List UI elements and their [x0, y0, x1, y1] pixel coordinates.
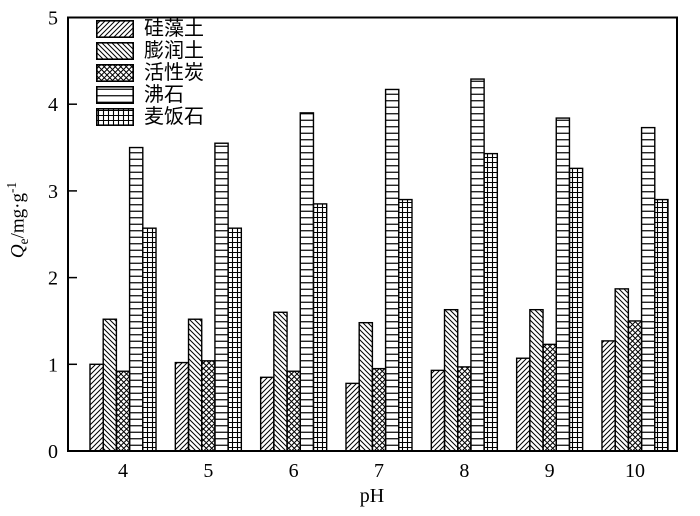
y-tick-label-3: 3: [48, 181, 58, 203]
x-tick-label-7: 7: [374, 460, 384, 482]
bar-zeolite-ph7: [384, 88, 400, 452]
plot-frame: [67, 16, 678, 452]
bar-bentonite-ph8: [443, 308, 459, 452]
bar-maifan-stone-ph7: [398, 198, 413, 452]
bar-zeolite-ph5: [214, 142, 229, 452]
y-tick-label-5: 5: [48, 8, 58, 30]
y-axis-title: Qe/mg·g-1: [4, 150, 32, 290]
x-axis-title: pH: [359, 485, 385, 507]
bar-activated-carbon-ph6: [286, 370, 301, 452]
legend-label-bentonite: 膨润土: [144, 40, 204, 62]
legend-swatch-activated-carbon: [96, 64, 134, 82]
bar-maifan-stone-ph4: [142, 227, 157, 452]
bars-layer: [89, 78, 669, 452]
bar-zeolite-ph6: [299, 112, 315, 452]
x-tick-label-6: 6: [289, 460, 299, 482]
bar-bentonite-ph7: [358, 321, 374, 452]
x-tick-label-5: 5: [203, 460, 213, 482]
y-tick-label-2: 2: [48, 268, 58, 290]
y-axis-subscript: e: [16, 238, 32, 245]
bar-maifan-stone-ph5: [227, 227, 243, 452]
bar-bentonite-ph4: [102, 318, 118, 452]
bar-diatomite-ph4: [89, 363, 104, 452]
bar-bentonite-ph9: [529, 308, 544, 452]
bar-activated-carbon-ph4: [115, 370, 131, 452]
bar-bentonite-ph6: [273, 311, 288, 452]
x-tick-label-10: 10: [625, 460, 645, 482]
y-axis-quantity-symbol: Q: [7, 244, 29, 259]
x-tick-label-9: 9: [545, 460, 555, 482]
bar-zeolite-ph4: [128, 146, 144, 452]
y-axis-unit: /mg·g: [7, 193, 29, 239]
bar-diatomite-ph5: [174, 361, 190, 452]
bar-maifan-stone-ph8: [483, 152, 499, 452]
bar-maifan-stone-ph9: [568, 167, 584, 452]
y-tick-label-1: 1: [48, 354, 58, 376]
legend-swatch-diatomite: [96, 20, 134, 38]
legend-label-activated-carbon: 活性炭: [144, 62, 204, 84]
legend-item-activated-carbon: 活性炭: [96, 62, 204, 84]
bar-diatomite-ph7: [345, 382, 360, 452]
y-tick-label-4: 4: [48, 94, 58, 116]
bar-diatomite-ph6: [259, 376, 275, 452]
legend-label-maifan-stone: 麦饭石: [144, 106, 204, 128]
legend-swatch-maifan-stone: [96, 108, 134, 126]
legend-item-zeolite: 沸石: [96, 84, 204, 106]
bar-bentonite-ph5: [187, 318, 203, 452]
legend-item-maifan-stone: 麦饭石: [96, 106, 204, 128]
legend-item-bentonite: 膨润土: [96, 40, 204, 62]
bar-activated-carbon-ph10: [627, 320, 643, 452]
bar-maifan-stone-ph10: [654, 198, 669, 452]
axes-layer: 0 1 2 3 4 5 4 5 6 7 8 9 10: [48, 8, 678, 482]
bar-maifan-stone-ph6: [312, 203, 328, 452]
x-tick-label-8: 8: [459, 460, 469, 482]
bar-activated-carbon-ph7: [371, 367, 387, 452]
bar-zeolite-ph10: [640, 126, 656, 452]
bar-diatomite-ph10: [601, 340, 616, 452]
bar-zeolite-ph8: [470, 78, 485, 452]
legend-item-diatomite: 硅藻土: [96, 18, 204, 40]
bar-activated-carbon-ph9: [542, 343, 557, 452]
y-tick-label-0: 0: [48, 441, 58, 463]
bar-diatomite-ph8: [430, 369, 446, 452]
legend-swatch-bentonite: [96, 42, 134, 60]
bar-activated-carbon-ph5: [201, 360, 216, 452]
y-axis-exponent: -1: [4, 181, 19, 194]
bar-diatomite-ph9: [515, 357, 531, 452]
bar-zeolite-ph9: [555, 117, 571, 452]
legend-label-diatomite: 硅藻土: [144, 18, 204, 40]
legend-label-zeolite: 沸石: [144, 84, 184, 106]
x-tick-label-4: 4: [118, 460, 128, 482]
legend: 硅藻土 膨润土 活性炭 沸石 麦饭石: [96, 18, 204, 128]
bar-activated-carbon-ph8: [457, 366, 472, 452]
legend-swatch-zeolite: [96, 86, 134, 104]
bar-bentonite-ph10: [614, 288, 630, 452]
